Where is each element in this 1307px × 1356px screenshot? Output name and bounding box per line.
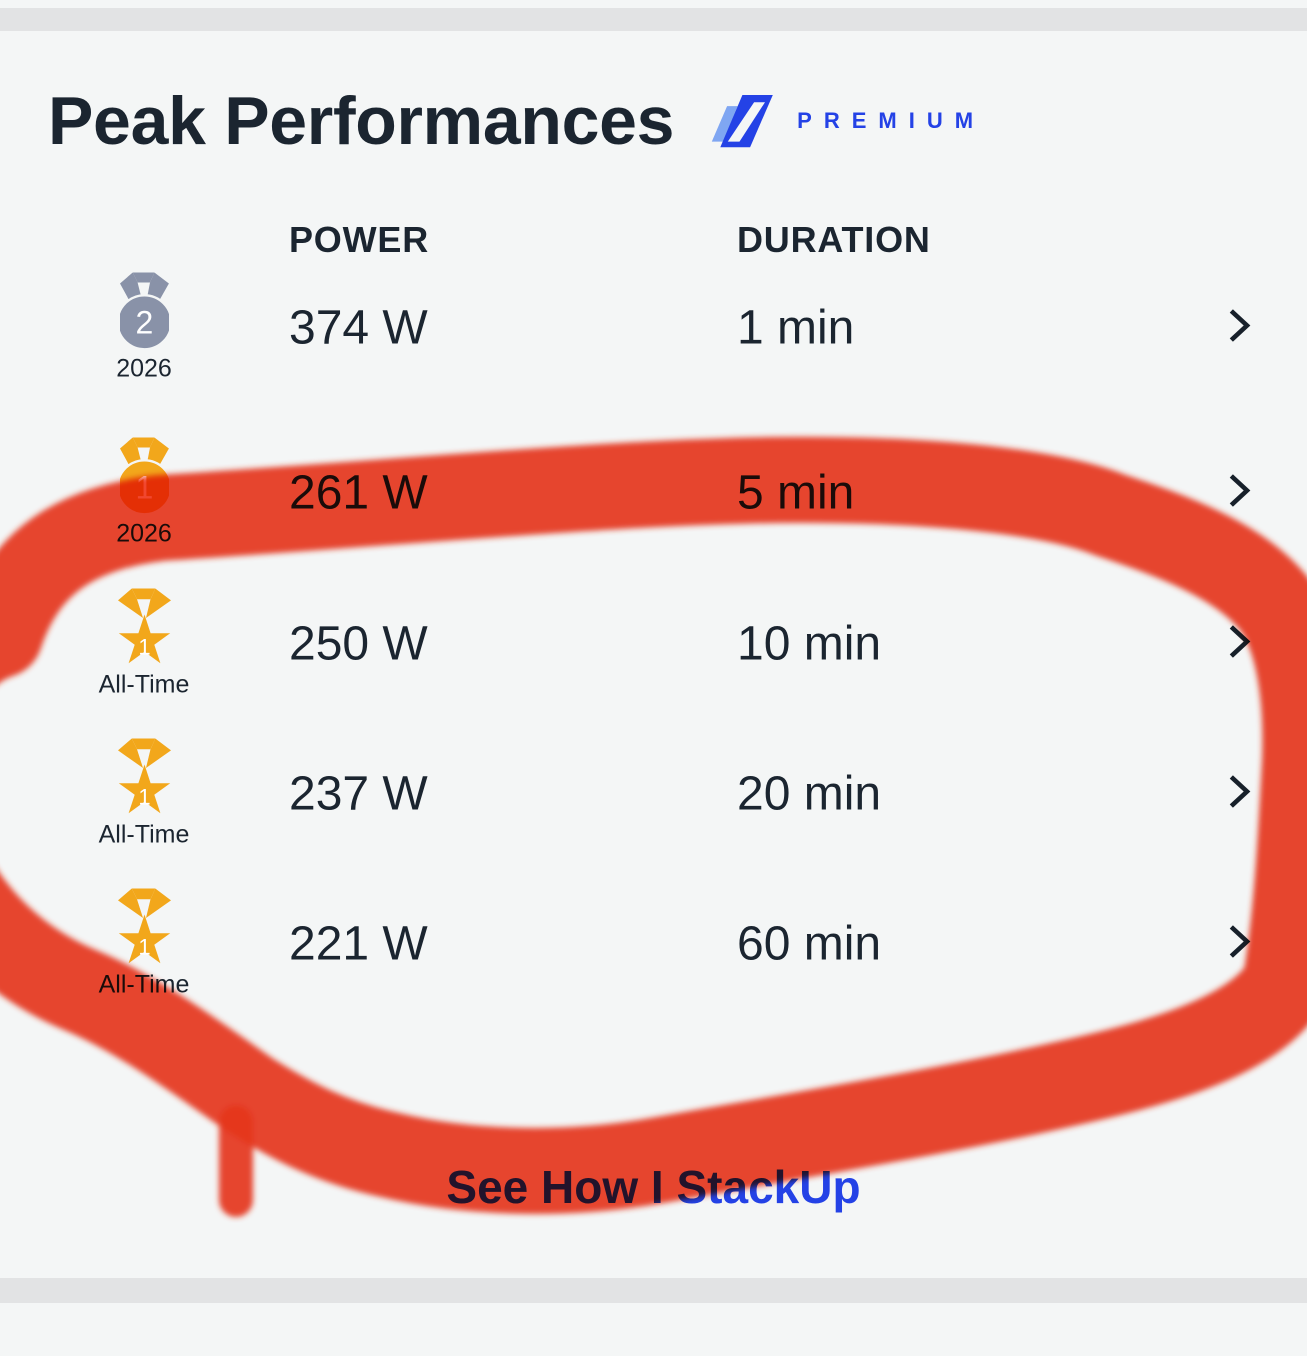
svg-text:1: 1: [138, 634, 150, 659]
svg-text:1: 1: [135, 470, 153, 506]
svg-text:2: 2: [135, 304, 153, 340]
svg-text:1: 1: [138, 935, 150, 960]
svg-text:1: 1: [138, 785, 150, 810]
